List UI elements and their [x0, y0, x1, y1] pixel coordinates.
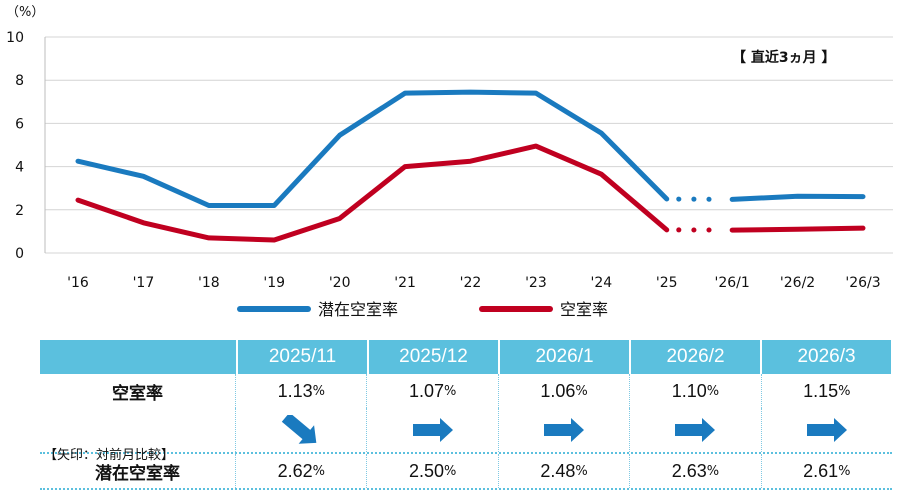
x-tick-label: '23: [525, 275, 547, 291]
arrow-cell: [498, 408, 629, 452]
arrow-shape: [807, 418, 847, 442]
y-tick-label: 8: [15, 73, 24, 89]
x-tick-label: '21: [394, 275, 416, 291]
x-tick-label: '22: [460, 275, 482, 291]
series-line-1-history: [78, 146, 667, 240]
latent-value: 2.62: [278, 461, 313, 482]
vacancy-value: 1.07: [409, 381, 444, 402]
pct-unit: %: [444, 464, 456, 479]
series-line-0-recent: [732, 196, 863, 199]
vacancy-row-label: 空室率: [40, 379, 235, 404]
pct-unit: %: [444, 384, 456, 399]
trend-arrow-icon: [410, 415, 456, 445]
y-tick-label: 6: [15, 116, 24, 132]
x-tick-label: '25: [656, 275, 678, 291]
pct-unit: %: [575, 464, 587, 479]
arrow-cell: [629, 408, 760, 452]
x-tick-label: '18: [198, 275, 220, 291]
vacancy-value: 1.13: [278, 381, 313, 402]
vacancy-line-chart: 0 2 4 6 8 10 '16 '17 '18 '19 '20 '21 '22 '23 '24 '25 '2…: [0, 0, 900, 330]
trend-arrow-icon: [804, 415, 850, 445]
arrow-shape: [413, 418, 453, 442]
pct-unit: %: [313, 384, 325, 399]
x-tick-label: '16: [67, 275, 89, 291]
vacancy-value: 1.15: [803, 381, 838, 402]
header-col-1: 2025/11: [238, 340, 367, 374]
latent-row: 潜在空室率 2.62% 2.50% 2.48% 2.63% 2.61%: [40, 454, 892, 490]
y-tick-label: 2: [15, 203, 24, 219]
vacancy-row-label-cell: 空室率: [40, 379, 235, 404]
series-line-0-history: [78, 92, 667, 205]
pct-unit: %: [707, 384, 719, 399]
arrow-cell: [235, 408, 366, 452]
period-label: 【 直近3ヵ月 】: [732, 49, 836, 66]
vacancy-cell: 1.06%: [498, 374, 629, 408]
vacancy-value: 1.10: [672, 381, 707, 402]
y-axis-unit: （%）: [6, 5, 44, 20]
arrow-cell: [366, 408, 497, 452]
legend-label-latent: 潜在空室率: [318, 300, 398, 319]
vacancy-cell: 1.15%: [761, 374, 892, 408]
vacancy-cell: 1.13%: [235, 374, 366, 408]
latent-value: 2.61: [803, 461, 838, 482]
trend-arrow-icon: [672, 415, 718, 445]
x-axis-ticks: '16 '17 '18 '19 '20 '21 '22 '23 '24 '25 '26/1 '26/2…: [67, 275, 880, 291]
series-line-1-recent: [732, 228, 863, 230]
header-col-2: 2025/12: [369, 340, 498, 374]
y-tick-label: 4: [15, 160, 24, 176]
x-tick-label: '26/2: [780, 275, 815, 291]
trend-arrow-icon: [278, 415, 324, 445]
legend-label-vacancy: 空室率: [560, 300, 608, 319]
vacancy-cell: 1.10%: [629, 374, 760, 408]
vacancy-value: 1.06: [540, 381, 575, 402]
x-tick-label: '20: [329, 275, 351, 291]
y-tick-label: 10: [6, 30, 24, 46]
arrow-shape: [278, 415, 324, 445]
arrow-row: 【矢印：対前月比較】: [40, 408, 892, 454]
x-tick-label: '24: [590, 275, 612, 291]
table-header-row: 2025/11 2025/12 2026/1 2026/2 2026/3: [40, 340, 892, 374]
latent-cell: 2.50%: [366, 454, 497, 488]
pct-unit: %: [575, 384, 587, 399]
latent-value: 2.50: [409, 461, 444, 482]
series-lines: [78, 92, 863, 240]
y-axis-ticks: 0 2 4 6 8 10: [6, 30, 24, 262]
latent-cell: 2.48%: [498, 454, 629, 488]
latent-value: 2.48: [540, 461, 575, 482]
y-tick-label: 0: [15, 246, 24, 262]
x-tick-label: '26/3: [845, 275, 880, 291]
x-tick-label: '19: [263, 275, 285, 291]
arrow-shape: [675, 418, 715, 442]
vacancy-row: 空室率 1.13% 1.07% 1.06% 1.10% 1.15%: [40, 374, 892, 408]
arrow-cell: [761, 408, 892, 452]
x-tick-label: '17: [133, 275, 155, 291]
header-col-4: 2026/2: [631, 340, 760, 374]
vacancy-cell: 1.07%: [366, 374, 497, 408]
latent-cell: 2.62%: [235, 454, 366, 488]
arrow-shape: [544, 418, 584, 442]
pct-unit: %: [707, 464, 719, 479]
latent-cell: 2.63%: [629, 454, 760, 488]
x-tick-label: '26/1: [715, 275, 750, 291]
header-col-5: 2026/3: [762, 340, 891, 374]
chart-grid: [45, 37, 893, 253]
pct-unit: %: [838, 384, 850, 399]
monthly-vacancy-table: 2025/11 2025/12 2026/1 2026/2 2026/3 空室率…: [40, 340, 892, 490]
latent-cell: 2.61%: [761, 454, 892, 488]
pct-unit: %: [838, 464, 850, 479]
trend-arrow-icon: [541, 415, 587, 445]
header-col-3: 2026/1: [500, 340, 629, 374]
legend: 潜在空室率 空室率: [240, 300, 608, 319]
pct-unit: %: [313, 464, 325, 479]
header-corner: [40, 340, 236, 374]
latent-value: 2.63: [672, 461, 707, 482]
